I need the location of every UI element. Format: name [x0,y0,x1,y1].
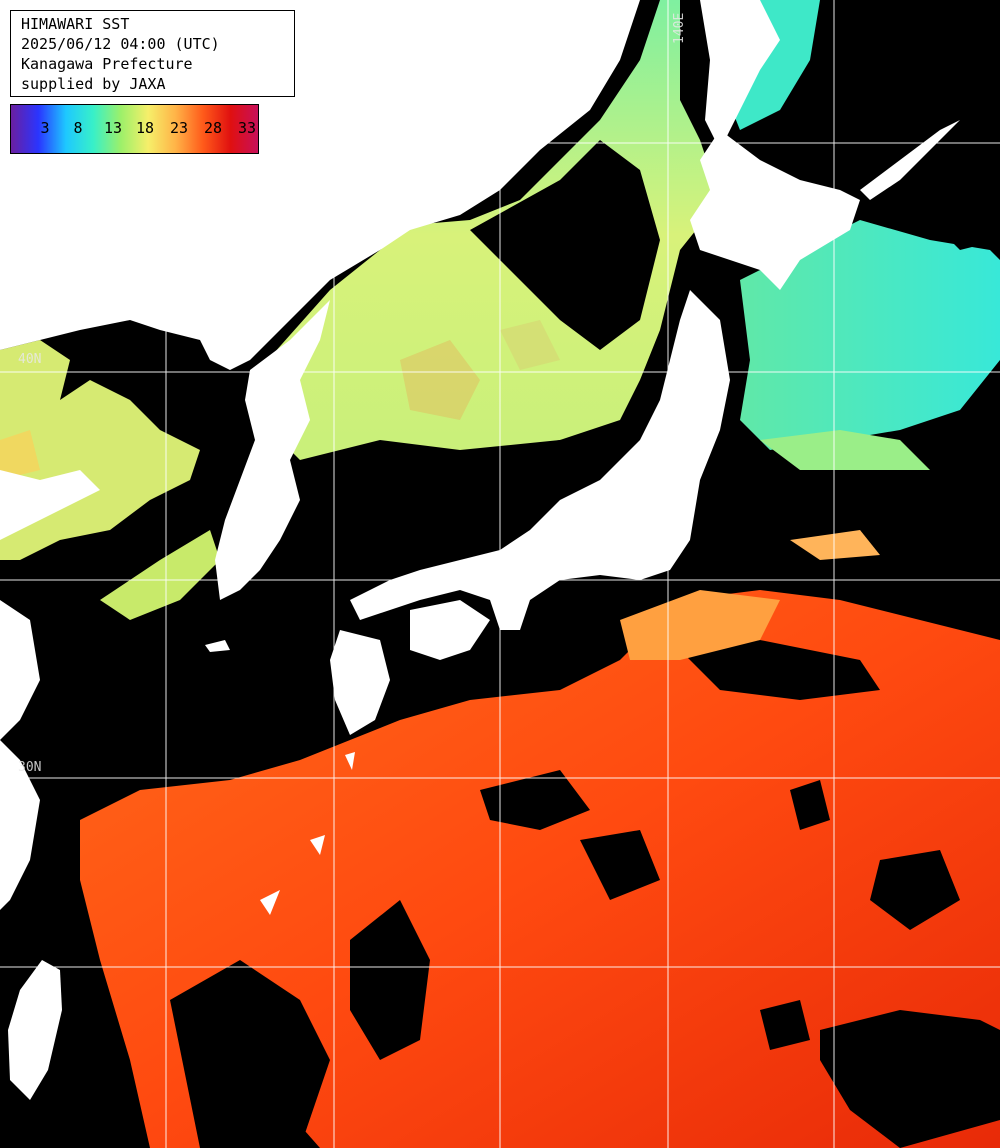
hokkaido [690,130,860,290]
info-box: HIMAWARI SST 2025/06/12 04:00 (UTC) Kana… [10,10,295,97]
shikoku [410,600,490,660]
tick-label: 13 [103,119,123,137]
sakhalin [700,0,780,150]
color-scale-gradient [11,105,258,153]
source-credit: supplied by JAXA [21,75,166,93]
tick-label: 18 [135,119,155,137]
tick-label: 8 [73,119,83,137]
tick-label: 28 [203,119,223,137]
tick-label: 3 [40,119,50,137]
china-mainland [0,470,100,540]
product-title: HIMAWARI SST [21,15,130,33]
region-name: Kanagawa Prefecture [21,55,193,73]
korea [215,300,330,600]
timestamp: 2025/06/12 04:00 (UTC) [21,35,220,53]
taiwan [8,960,62,1100]
tick-label: 33 [237,119,257,137]
warm-band [620,590,780,660]
lon-label-140e: 140E [672,12,687,44]
north-pacific [740,220,1000,450]
lat-label-30n: 30N [18,760,42,775]
honshu [350,290,730,630]
kyushu [330,630,390,735]
tick-label: 23 [169,119,189,137]
color-scale-legend: 3 8 13 18 23 28 33 [10,104,259,154]
lat-label-40n: 40N [18,352,42,367]
cloud-patches [170,640,1000,1148]
